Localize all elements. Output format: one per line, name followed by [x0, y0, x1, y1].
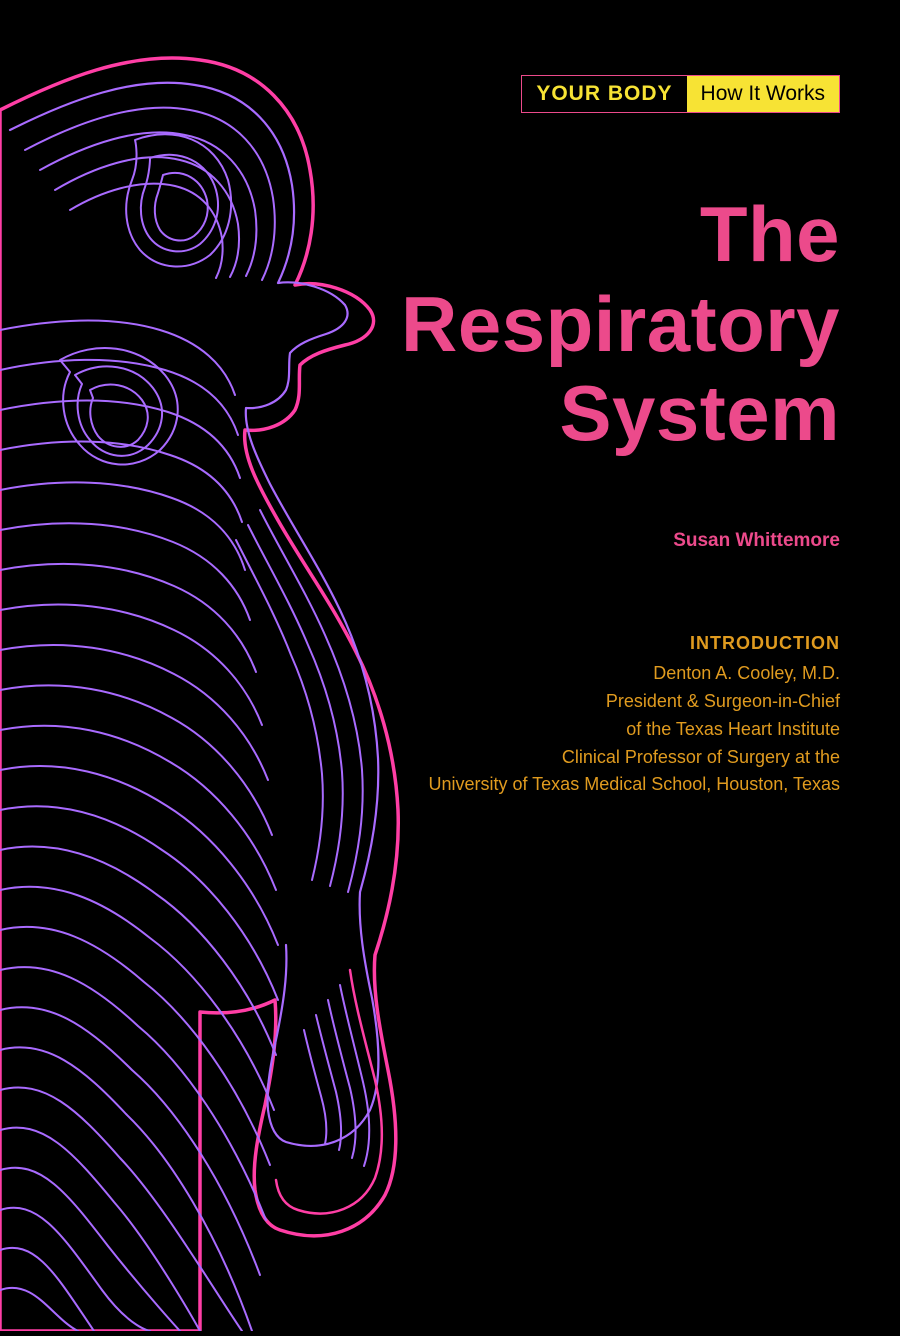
series-badge-left: YOUR BODY [522, 76, 686, 112]
book-title: The Respiratory System [401, 190, 840, 459]
introduction-block: INTRODUCTION Denton A. Cooley, M.D. Pres… [428, 630, 840, 799]
author-name: Susan Whittemore [673, 530, 840, 552]
title-line-3: System [401, 369, 840, 459]
intro-heading: INTRODUCTION [428, 630, 840, 658]
series-badge: YOUR BODY How It Works [521, 75, 840, 113]
title-line-1: The [401, 190, 840, 280]
intro-line: President & Surgeon-in-Chief [428, 688, 840, 716]
intro-line: of the Texas Heart Institute [428, 716, 840, 744]
intro-line: Clinical Professor of Surgery at the [428, 744, 840, 772]
title-line-2: Respiratory [401, 280, 840, 370]
intro-line: University of Texas Medical School, Hous… [428, 771, 840, 799]
series-badge-right: How It Works [687, 76, 839, 112]
body-contour-figure [0, 30, 420, 1331]
intro-line: Denton A. Cooley, M.D. [428, 660, 840, 688]
